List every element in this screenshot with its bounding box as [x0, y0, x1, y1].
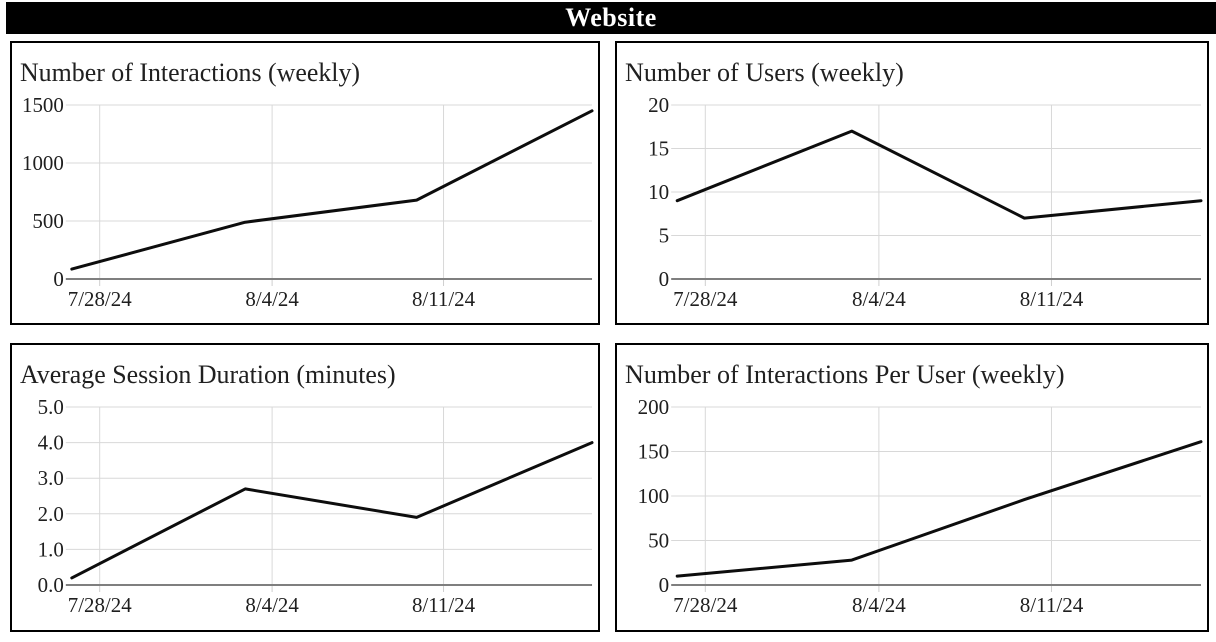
y-tick-label: 10: [648, 180, 669, 204]
page-header: Website: [6, 2, 1216, 34]
data-line: [70, 109, 594, 271]
y-tick-label: 500: [32, 209, 63, 233]
chart-title: Number of Interactions Per User (weekly): [625, 360, 1065, 389]
line-chart-users: Number of Users (weekly) 20 15 10 5 0 7/…: [625, 58, 1203, 311]
x-tick-label: 8/11/24: [1020, 593, 1084, 617]
x-tick-label: 8/4/24: [245, 593, 299, 617]
y-tick-label: 0: [659, 267, 670, 291]
y-tick-label: 3.0: [38, 466, 64, 490]
y-tick-label: 1.0: [38, 537, 64, 561]
data-line: [675, 440, 1203, 578]
y-tick-label: 0: [53, 267, 63, 291]
x-tick-label: 7/28/24: [68, 593, 132, 617]
y-tick-label: 5.0: [38, 395, 64, 419]
x-tick-label: 8/4/24: [245, 287, 299, 311]
y-tick-label: 200: [638, 395, 670, 419]
y-tick-label: 100: [638, 484, 670, 508]
y-tick-label: 150: [638, 440, 670, 464]
y-tick-label: 20: [648, 93, 669, 117]
data-line: [70, 441, 594, 580]
page-title: Website: [565, 3, 657, 32]
x-tick-label: 8/11/24: [412, 287, 476, 311]
y-tick-label: 5: [659, 224, 670, 248]
chart-card-interactions[interactable]: Number of Interactions (weekly) 1500 100…: [10, 41, 600, 325]
line-chart-session-duration: Average Session Duration (minutes) 5.0 4…: [20, 360, 594, 617]
line-chart-interactions: Number of Interactions (weekly) 1500 100…: [20, 58, 594, 311]
x-tick-label: 8/11/24: [412, 593, 476, 617]
x-tick-label: 7/28/24: [673, 287, 738, 311]
chart-title: Number of Users (weekly): [625, 58, 904, 87]
x-tick-label: 8/4/24: [852, 593, 906, 617]
y-tick-label: 15: [648, 137, 669, 161]
chart-card-users[interactable]: Number of Users (weekly) 20 15 10 5 0 7/…: [615, 41, 1209, 325]
chart-card-interactions-per-user[interactable]: Number of Interactions Per User (weekly)…: [615, 343, 1209, 632]
data-line: [675, 129, 1203, 220]
y-tick-label: 0: [659, 573, 670, 597]
x-tick-label: 7/28/24: [673, 593, 738, 617]
chart-title: Average Session Duration (minutes): [20, 360, 396, 389]
chart-card-session-duration[interactable]: Average Session Duration (minutes) 5.0 4…: [10, 343, 600, 632]
line-chart-interactions-per-user: Number of Interactions Per User (weekly)…: [625, 360, 1203, 617]
y-tick-label: 0.0: [38, 573, 64, 597]
y-tick-label: 50: [648, 529, 669, 553]
y-tick-label: 2.0: [38, 502, 64, 526]
charts-grid: Number of Interactions (weekly) 1500 100…: [10, 41, 1209, 632]
x-tick-label: 8/11/24: [1020, 287, 1084, 311]
y-tick-label: 4.0: [38, 431, 64, 455]
x-tick-label: 7/28/24: [68, 287, 132, 311]
x-tick-label: 8/4/24: [852, 287, 906, 311]
chart-title: Number of Interactions (weekly): [20, 58, 360, 87]
y-tick-label: 1000: [22, 151, 64, 175]
y-tick-label: 1500: [22, 93, 64, 117]
